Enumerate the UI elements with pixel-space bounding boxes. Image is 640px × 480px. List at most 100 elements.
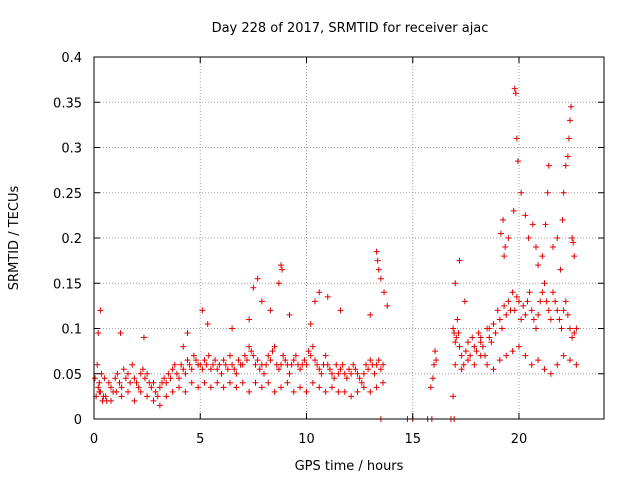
data-point [182, 388, 189, 395]
data-point [486, 334, 493, 341]
data-point [343, 375, 350, 382]
data-point [371, 370, 378, 377]
data-point [475, 330, 482, 337]
data-point [377, 275, 384, 282]
data-point [207, 366, 214, 373]
data-point [358, 379, 365, 386]
data-point [171, 361, 178, 368]
x-tick-label: 5 [196, 432, 204, 447]
data-point [112, 375, 119, 382]
data-point [535, 357, 542, 364]
data-point [282, 357, 289, 364]
data-point [511, 85, 518, 92]
data-point [339, 361, 346, 368]
y-tick-label: 0.3 [61, 142, 82, 157]
data-points [92, 85, 580, 422]
data-point [365, 366, 372, 373]
data-point [513, 135, 520, 142]
x-axis-label: GPS time / hours [295, 459, 404, 474]
data-point [125, 370, 131, 377]
data-point [520, 302, 527, 309]
data-point [560, 352, 567, 359]
data-point [214, 379, 221, 386]
data-point [384, 302, 391, 309]
data-point [559, 216, 566, 223]
data-point [316, 366, 323, 373]
data-point [199, 307, 206, 314]
data-point [140, 334, 147, 341]
data-point [486, 325, 493, 332]
data-point [337, 366, 344, 373]
data-point [571, 330, 578, 337]
data-point [567, 357, 573, 364]
data-point [432, 348, 439, 355]
data-point [360, 384, 367, 391]
data-point [244, 357, 250, 364]
y-tick-label: 0.05 [53, 368, 82, 383]
data-point [309, 379, 316, 386]
data-point [373, 384, 380, 391]
data-point [530, 316, 537, 323]
data-point [502, 244, 509, 251]
data-point [139, 366, 146, 373]
data-point [460, 361, 467, 368]
y-tick-label: 0.1 [61, 323, 82, 338]
data-point [163, 393, 170, 400]
data-point [518, 189, 525, 196]
data-point [450, 325, 457, 332]
y-axis-label: SRMTID / TECUs [7, 186, 22, 291]
data-point [203, 361, 210, 368]
data-point [544, 189, 551, 196]
data-point [210, 361, 216, 368]
data-point [570, 239, 577, 246]
data-point [377, 366, 384, 373]
data-point [509, 348, 516, 355]
data-point [288, 361, 295, 368]
y-tick-label: 0.25 [53, 187, 82, 202]
data-point [231, 366, 238, 373]
data-point [227, 352, 233, 359]
y-tick-label: 0.35 [53, 96, 82, 111]
data-point [322, 388, 329, 395]
data-point [564, 311, 571, 318]
data-point [176, 375, 182, 382]
data-point [374, 257, 381, 264]
data-point [199, 366, 206, 373]
data-point [137, 388, 144, 395]
data-point [154, 393, 161, 400]
data-point [354, 388, 361, 395]
data-point [524, 298, 531, 305]
data-point [465, 357, 471, 364]
data-point [552, 298, 559, 305]
data-point [516, 298, 522, 305]
data-point [490, 366, 497, 373]
data-point [461, 298, 468, 305]
data-point [184, 330, 191, 337]
data-point [479, 343, 486, 350]
data-point [161, 375, 168, 382]
data-point [156, 384, 163, 391]
data-point [375, 357, 382, 364]
data-point [514, 158, 521, 165]
data-point [533, 325, 539, 332]
data-point [547, 316, 554, 323]
data-point [554, 361, 561, 368]
x-tick-label: 10 [298, 432, 315, 447]
data-point [188, 366, 195, 373]
data-point [537, 298, 544, 305]
data-point [195, 384, 202, 391]
data-point [380, 361, 386, 368]
data-point [465, 339, 471, 346]
data-point [526, 289, 533, 296]
data-point [363, 361, 369, 368]
data-point [303, 361, 310, 368]
data-point [303, 388, 310, 395]
data-point [290, 357, 297, 364]
data-point [271, 388, 278, 395]
data-point [518, 316, 525, 323]
data-point [427, 384, 434, 391]
data-point [204, 320, 211, 327]
data-point [279, 266, 286, 273]
data-point [94, 361, 101, 368]
data-point [218, 370, 225, 377]
